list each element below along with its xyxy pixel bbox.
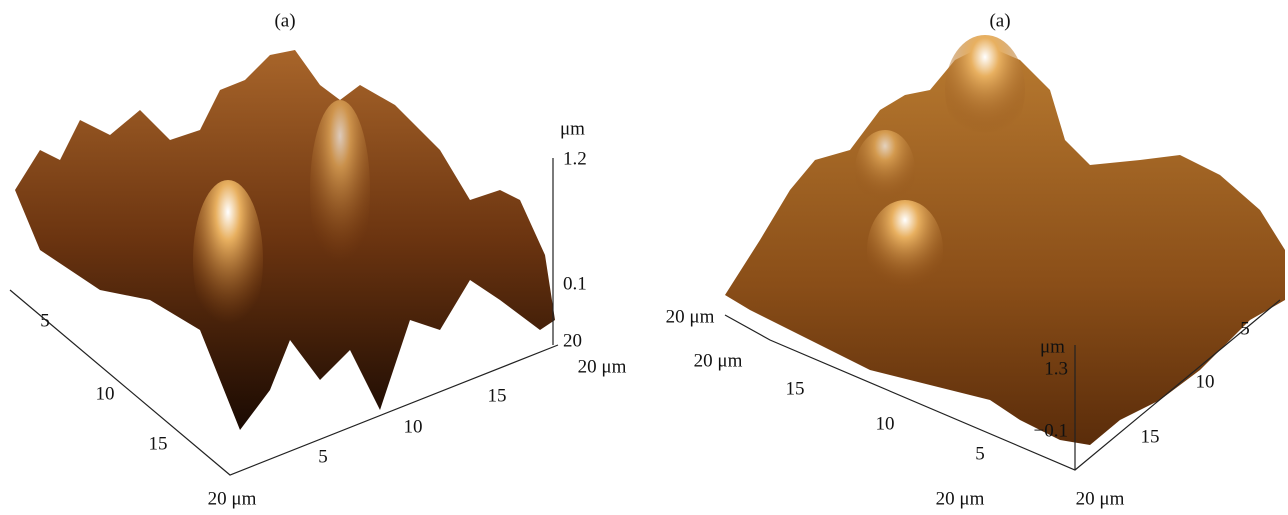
axis-tick: 5	[1240, 318, 1250, 339]
surface	[15, 50, 555, 430]
panel-2: (a) μm 1.3 −0.1 20 μm 20 μm 15 10 5 20 μ…	[666, 10, 1285, 509]
z-tick: 0.1	[563, 273, 587, 294]
axis-tick: 15	[1141, 426, 1160, 447]
z-tick: 1.3	[1044, 358, 1068, 379]
axis-tick: 10	[96, 383, 115, 404]
peak	[855, 130, 915, 210]
figure: (a) μm 1.2 0.1 20 5 10 15 20 μm 5 10 15 …	[0, 0, 1288, 515]
z-tick: 1.2	[563, 148, 587, 169]
axis-end: 20 μm	[694, 350, 743, 371]
axis-tick: 5	[975, 443, 985, 464]
axis-end: 20 μm	[666, 306, 715, 327]
axis-end: 20 μm	[208, 488, 257, 509]
peak	[945, 35, 1025, 145]
peak	[310, 100, 370, 280]
z-tick: 20	[563, 330, 582, 351]
axis-tick: 10	[1196, 371, 1215, 392]
axis-end: 20 μm	[1076, 488, 1125, 509]
z-unit: μm	[1040, 336, 1065, 357]
panel-label: (a)	[989, 10, 1010, 31]
peak	[193, 180, 263, 340]
axis-tick: 15	[149, 433, 168, 454]
axis-end: 20 μm	[578, 356, 627, 377]
axis-tick: 10	[876, 413, 895, 434]
z-unit: μm	[560, 118, 585, 139]
peak	[867, 200, 943, 300]
axis-tick: 15	[488, 385, 507, 406]
axis-tick: 15	[786, 378, 805, 399]
axis-tick: 5	[318, 446, 328, 467]
axis-tick: 5	[40, 310, 50, 331]
z-tick: −0.1	[1034, 420, 1068, 441]
panel-label: (a)	[274, 10, 295, 31]
axis-end: 20 μm	[936, 488, 985, 509]
axis-tick: 10	[404, 416, 423, 437]
panel-1: (a) μm 1.2 0.1 20 5 10 15 20 μm 5 10 15 …	[10, 10, 627, 509]
